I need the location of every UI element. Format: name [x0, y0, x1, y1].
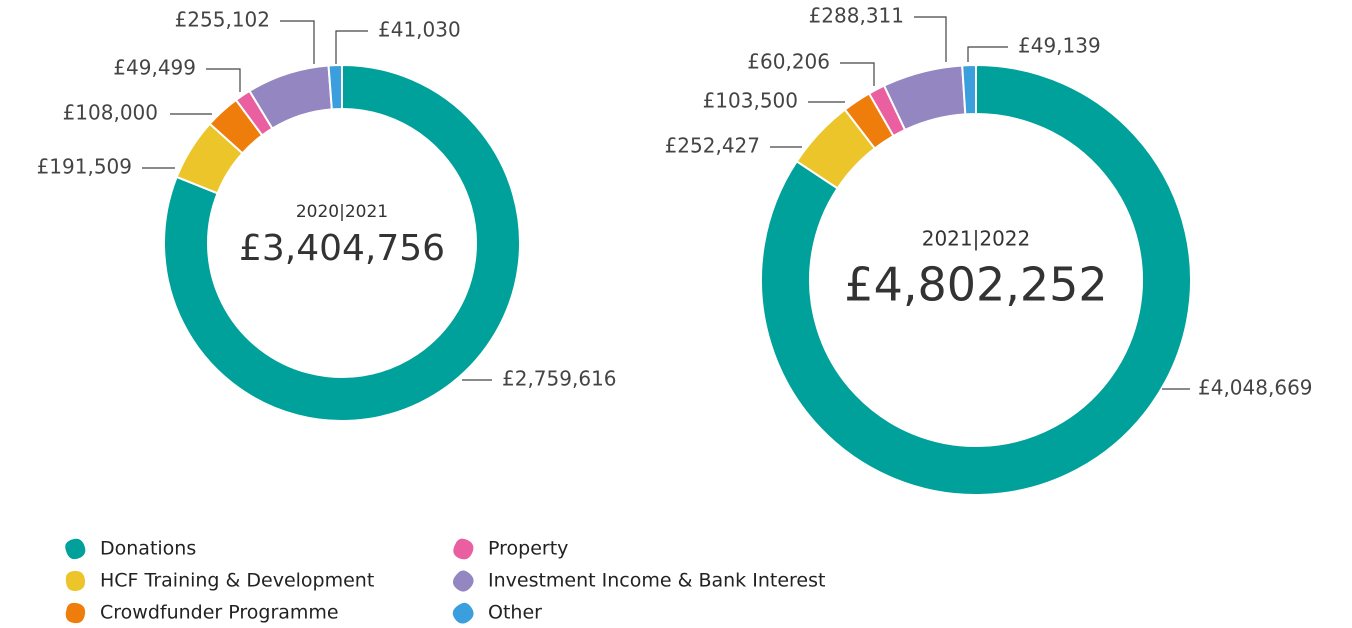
donut-segment [961, 63, 977, 116]
value-label: £2,759,616 [502, 367, 617, 391]
legend-label: Crowdfunder Programme [100, 602, 339, 624]
value-label: £252,427 [665, 134, 760, 158]
donut-segment [327, 63, 343, 111]
value-label: £41,030 [378, 18, 461, 42]
legend-label: Other [488, 602, 542, 624]
leader-line [335, 30, 368, 64]
value-label: £49,139 [1018, 34, 1101, 58]
center-total: £4,802,252 [844, 258, 1107, 312]
value-label: £4,048,669 [1198, 376, 1313, 400]
legend-marker [65, 538, 86, 560]
center-title: 2021|2022 [922, 227, 1031, 251]
leader-line [967, 46, 1008, 62]
value-label: £255,102 [175, 8, 270, 32]
legend-marker [452, 602, 474, 624]
center-total: £3,404,756 [239, 228, 445, 269]
value-label: £103,500 [703, 89, 798, 113]
legend-label: Property [488, 538, 568, 560]
donut-segment [163, 63, 521, 422]
legend-marker [65, 570, 86, 591]
value-label: £60,206 [747, 50, 830, 74]
leader-line [206, 68, 241, 92]
value-label: £288,311 [809, 4, 904, 28]
legend-marker [453, 538, 474, 560]
legend-marker [65, 602, 86, 624]
legend-label: Donations [100, 538, 196, 560]
legend-label: HCF Training & Development [100, 570, 374, 592]
legend-label: Investment Income & Bank Interest [488, 570, 825, 592]
leader-line [280, 20, 315, 64]
leader-line [914, 16, 947, 62]
center-title: 2020|2021 [296, 202, 388, 222]
legend-marker [452, 570, 474, 592]
value-label: £49,499 [113, 56, 196, 80]
value-label: £191,509 [37, 155, 132, 179]
donut-segment [760, 63, 1192, 496]
value-label: £108,000 [63, 101, 158, 125]
leader-line [840, 62, 875, 86]
